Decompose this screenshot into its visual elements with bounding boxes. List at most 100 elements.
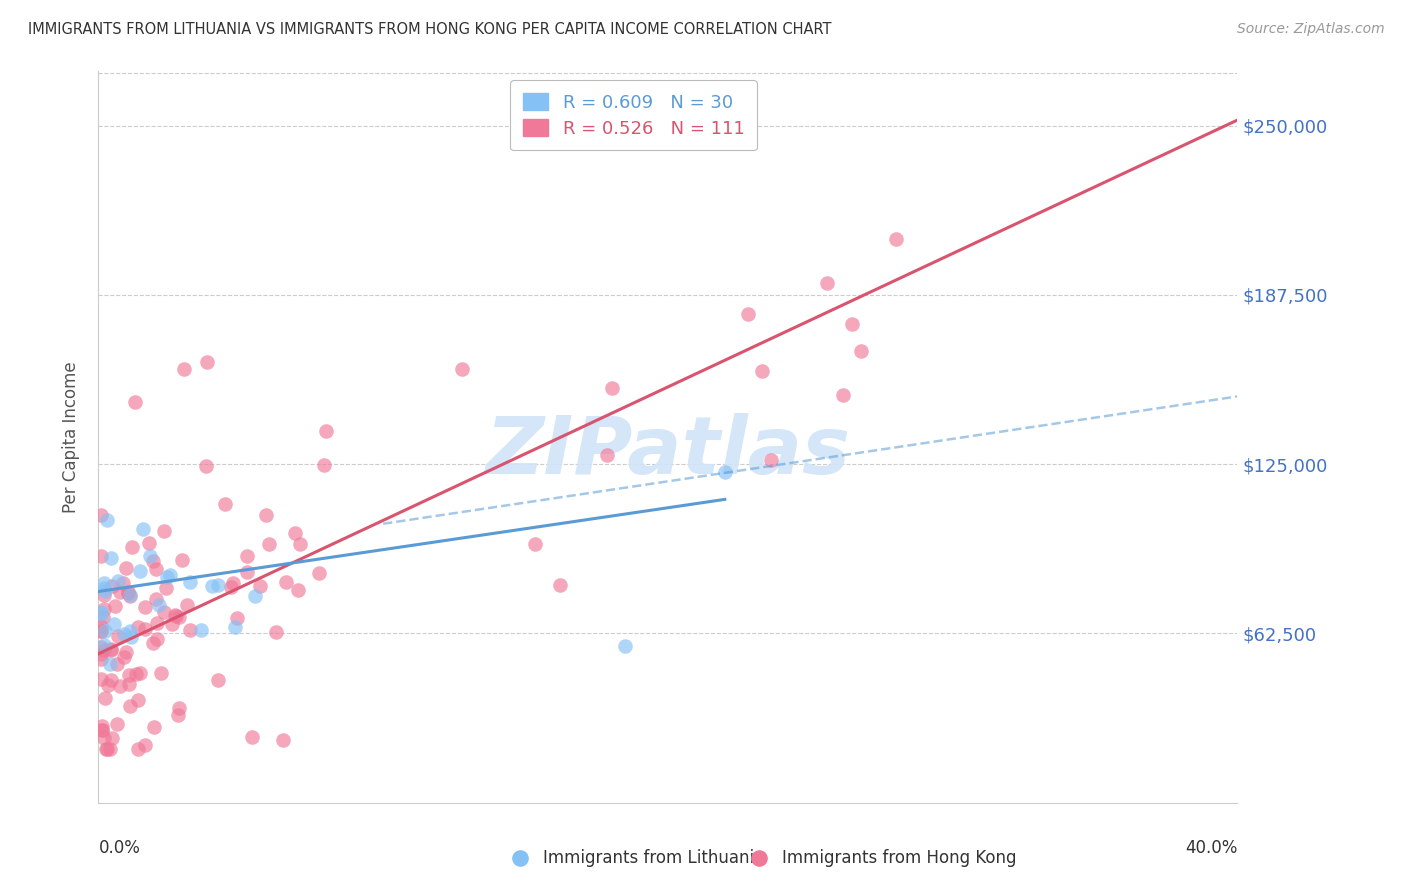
Point — [94, 584, 117, 599]
Point — [115, 561, 138, 575]
Point — [287, 583, 309, 598]
Text: IMMIGRANTS FROM LITHUANIA VS IMMIGRANTS FROM HONG KONG PER CAPITA INCOME CORRELA: IMMIGRANTS FROM LITHUANIA VS IMMIGRANTS … — [28, 22, 831, 37]
Point — [121, 540, 143, 554]
Point — [125, 667, 148, 681]
Point — [134, 600, 156, 615]
Point — [614, 639, 637, 653]
Point — [156, 570, 179, 584]
Point — [138, 549, 160, 563]
Point — [90, 619, 112, 633]
Point — [737, 307, 759, 321]
Text: ZIPatlas: ZIPatlas — [485, 413, 851, 491]
Point — [118, 668, 141, 682]
Point — [159, 567, 181, 582]
Point — [127, 692, 149, 706]
Point — [284, 526, 307, 541]
Text: Source: ZipAtlas.com: Source: ZipAtlas.com — [1237, 22, 1385, 37]
Point — [90, 508, 112, 523]
Point — [90, 723, 112, 737]
Point — [155, 581, 177, 595]
Point — [98, 657, 121, 671]
Point — [90, 605, 112, 619]
Point — [523, 537, 546, 551]
Point — [176, 599, 198, 613]
Point — [276, 574, 298, 589]
Point — [153, 524, 176, 539]
Point — [127, 620, 149, 634]
Point — [117, 586, 139, 600]
Point — [315, 424, 337, 438]
Point — [108, 679, 131, 693]
Point — [273, 733, 295, 747]
Point — [146, 616, 169, 631]
Text: Immigrants from Lithuania: Immigrants from Lithuania — [543, 848, 763, 867]
Point — [90, 549, 112, 563]
Point — [167, 708, 190, 723]
Point — [714, 465, 737, 479]
Text: Immigrants from Hong Kong: Immigrants from Hong Kong — [782, 848, 1017, 867]
Point — [93, 638, 115, 652]
Point — [832, 388, 855, 402]
Point — [105, 717, 128, 731]
Point — [201, 579, 224, 593]
Point — [112, 627, 135, 641]
Point — [815, 276, 838, 290]
Point — [96, 741, 118, 756]
Point — [94, 624, 117, 638]
Point — [114, 645, 136, 659]
Text: 0.0%: 0.0% — [98, 839, 141, 857]
Point — [224, 620, 246, 634]
Point — [90, 719, 112, 733]
Point — [107, 574, 129, 588]
Point — [100, 580, 122, 594]
Point — [264, 624, 287, 639]
Point — [93, 588, 115, 602]
Point — [100, 673, 122, 687]
Point — [96, 513, 118, 527]
Point — [90, 624, 112, 638]
Point — [129, 564, 152, 578]
Point — [214, 497, 236, 511]
Point — [138, 536, 160, 550]
Point — [162, 616, 184, 631]
Point — [111, 576, 134, 591]
Point — [93, 643, 115, 657]
Point — [93, 581, 115, 595]
Point — [173, 362, 195, 376]
Point — [148, 599, 170, 613]
Point — [94, 690, 117, 705]
Point — [225, 611, 247, 625]
Point — [118, 589, 141, 603]
Point — [146, 632, 169, 646]
Point — [179, 575, 201, 590]
Point — [90, 624, 112, 639]
Point — [96, 741, 118, 756]
Point — [288, 537, 311, 551]
Point — [308, 566, 330, 580]
Point — [1140, 796, 1163, 810]
Point — [550, 577, 572, 591]
Point — [170, 553, 193, 567]
Point — [312, 458, 335, 472]
Point — [120, 630, 142, 644]
Point — [100, 643, 122, 657]
Point — [207, 578, 229, 592]
Point — [112, 650, 135, 665]
Point — [221, 580, 243, 594]
Point — [93, 601, 115, 615]
Point — [93, 731, 115, 745]
Point — [118, 624, 141, 638]
Point — [254, 508, 277, 522]
Point — [97, 678, 120, 692]
Point — [190, 623, 212, 637]
Point — [179, 623, 201, 637]
Point — [91, 610, 114, 624]
Point — [165, 608, 187, 623]
Point — [222, 576, 245, 591]
Point — [108, 584, 131, 599]
Point — [90, 647, 112, 661]
Point — [195, 355, 218, 369]
Point — [849, 343, 872, 358]
Point — [751, 364, 773, 378]
Point — [105, 657, 128, 671]
